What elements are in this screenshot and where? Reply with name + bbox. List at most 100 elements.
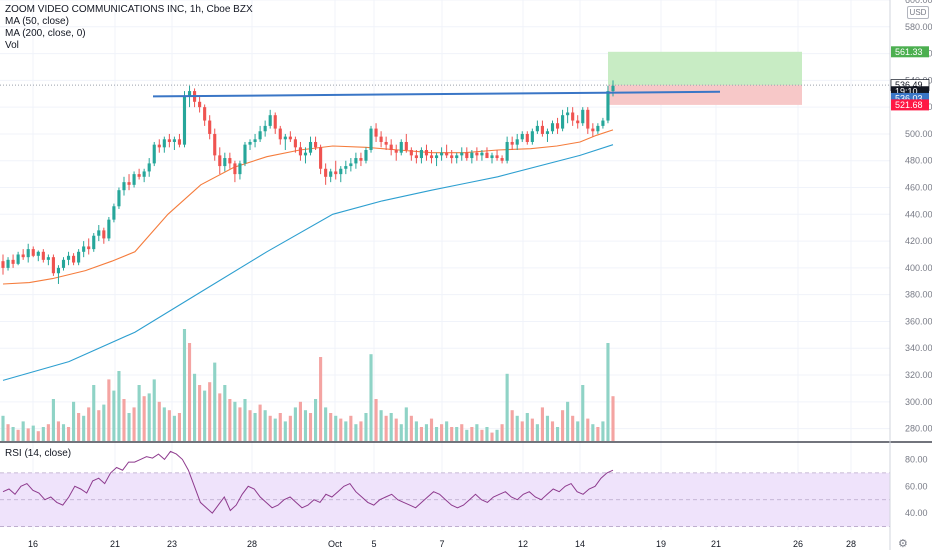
volume-bar xyxy=(530,418,534,441)
volume-bar xyxy=(429,418,434,441)
candle xyxy=(11,259,15,264)
candle xyxy=(566,112,570,116)
candle xyxy=(339,168,343,175)
volume-bar xyxy=(117,371,121,441)
candle xyxy=(500,158,504,161)
candle xyxy=(223,158,227,167)
volume-bar xyxy=(283,421,287,441)
volume-bar xyxy=(263,410,267,441)
candle xyxy=(394,150,398,153)
volume-bar xyxy=(394,418,398,441)
candle xyxy=(228,158,232,164)
candle xyxy=(66,255,71,260)
x-tick-label: 12 xyxy=(518,539,528,549)
volume-bar xyxy=(213,362,217,441)
legend-ma50: MA (50, close) xyxy=(5,16,69,27)
volume-bar xyxy=(460,424,464,441)
candle xyxy=(152,144,156,164)
volume-bar xyxy=(520,421,524,441)
candle xyxy=(540,125,544,134)
volume-bar xyxy=(198,385,202,441)
candle xyxy=(324,168,328,177)
candle xyxy=(485,152,489,159)
volume-bar xyxy=(419,427,423,441)
volume-bar xyxy=(268,415,272,441)
volume-bar xyxy=(228,399,232,441)
trendline[interactable] xyxy=(152,90,721,98)
candle xyxy=(97,230,101,236)
volume-bar xyxy=(470,427,474,441)
currency-button[interactable]: USD xyxy=(907,6,929,19)
volume-bar xyxy=(414,421,418,441)
candle xyxy=(172,139,176,142)
candle xyxy=(414,155,418,159)
volume-bar xyxy=(581,385,585,441)
candle xyxy=(308,141,313,153)
price-tag-bg xyxy=(891,92,929,104)
volume-bar xyxy=(545,415,550,441)
candle xyxy=(601,120,605,126)
volume-bar xyxy=(535,424,539,441)
volume-bar xyxy=(389,413,393,441)
volume-bar xyxy=(278,413,282,441)
y-tick-label: 300.00 xyxy=(905,397,932,407)
volume-bar xyxy=(369,354,373,441)
volume-bar xyxy=(167,410,171,441)
x-tick-label: 28 xyxy=(846,539,856,549)
candle xyxy=(344,166,348,169)
candle xyxy=(369,128,373,151)
volume-bar xyxy=(510,410,514,441)
position-tool[interactable] xyxy=(0,51,890,105)
volume-bar xyxy=(82,415,86,441)
chart-legend: ZOOM VIDEO COMMUNICATIONS INC, 1h, Cboe … xyxy=(5,4,253,52)
volume-bar xyxy=(97,410,101,441)
x-tick-label: 26 xyxy=(793,539,803,549)
candle xyxy=(530,131,534,142)
volume-bar xyxy=(298,401,303,441)
price-tag-bg xyxy=(891,46,929,58)
candle xyxy=(364,150,368,161)
candle xyxy=(61,259,66,268)
volume-bar xyxy=(480,429,484,441)
candle xyxy=(203,107,207,121)
volume-bar xyxy=(313,399,318,441)
volume-bar xyxy=(308,413,313,441)
volume-bar xyxy=(258,404,262,441)
volume-bar xyxy=(354,424,358,441)
volume-bar xyxy=(591,424,595,441)
volume-bar xyxy=(339,418,343,441)
candle xyxy=(167,139,171,142)
volume-bar xyxy=(46,424,50,441)
candle xyxy=(313,141,318,148)
candle xyxy=(440,152,444,156)
volume-bar xyxy=(152,379,156,441)
volume-bar xyxy=(601,421,605,441)
volume-bar xyxy=(571,415,575,441)
y-tick-label: 320.00 xyxy=(905,370,932,380)
volume-bar xyxy=(611,396,615,441)
volume-bar xyxy=(243,399,247,441)
candle xyxy=(258,131,262,140)
candle xyxy=(82,246,86,252)
candle xyxy=(349,163,353,167)
volume-bar xyxy=(21,421,25,441)
candle xyxy=(31,249,35,256)
rsi-tick-label: 60.00 xyxy=(905,481,928,491)
candle xyxy=(545,131,550,134)
candle xyxy=(419,150,423,159)
candle xyxy=(581,109,585,124)
volume-bar xyxy=(273,418,277,441)
volume-bar xyxy=(409,415,413,441)
volume-bar xyxy=(490,432,494,441)
candle xyxy=(268,115,272,126)
volume-bar xyxy=(16,429,20,441)
candle xyxy=(550,123,555,132)
gear-icon[interactable]: ⚙ xyxy=(898,538,908,550)
volume-bar xyxy=(344,421,348,441)
candle xyxy=(510,141,514,145)
candle xyxy=(41,251,45,260)
ma200-path xyxy=(2,144,614,381)
candle xyxy=(429,155,434,159)
volume-bar xyxy=(102,404,106,441)
